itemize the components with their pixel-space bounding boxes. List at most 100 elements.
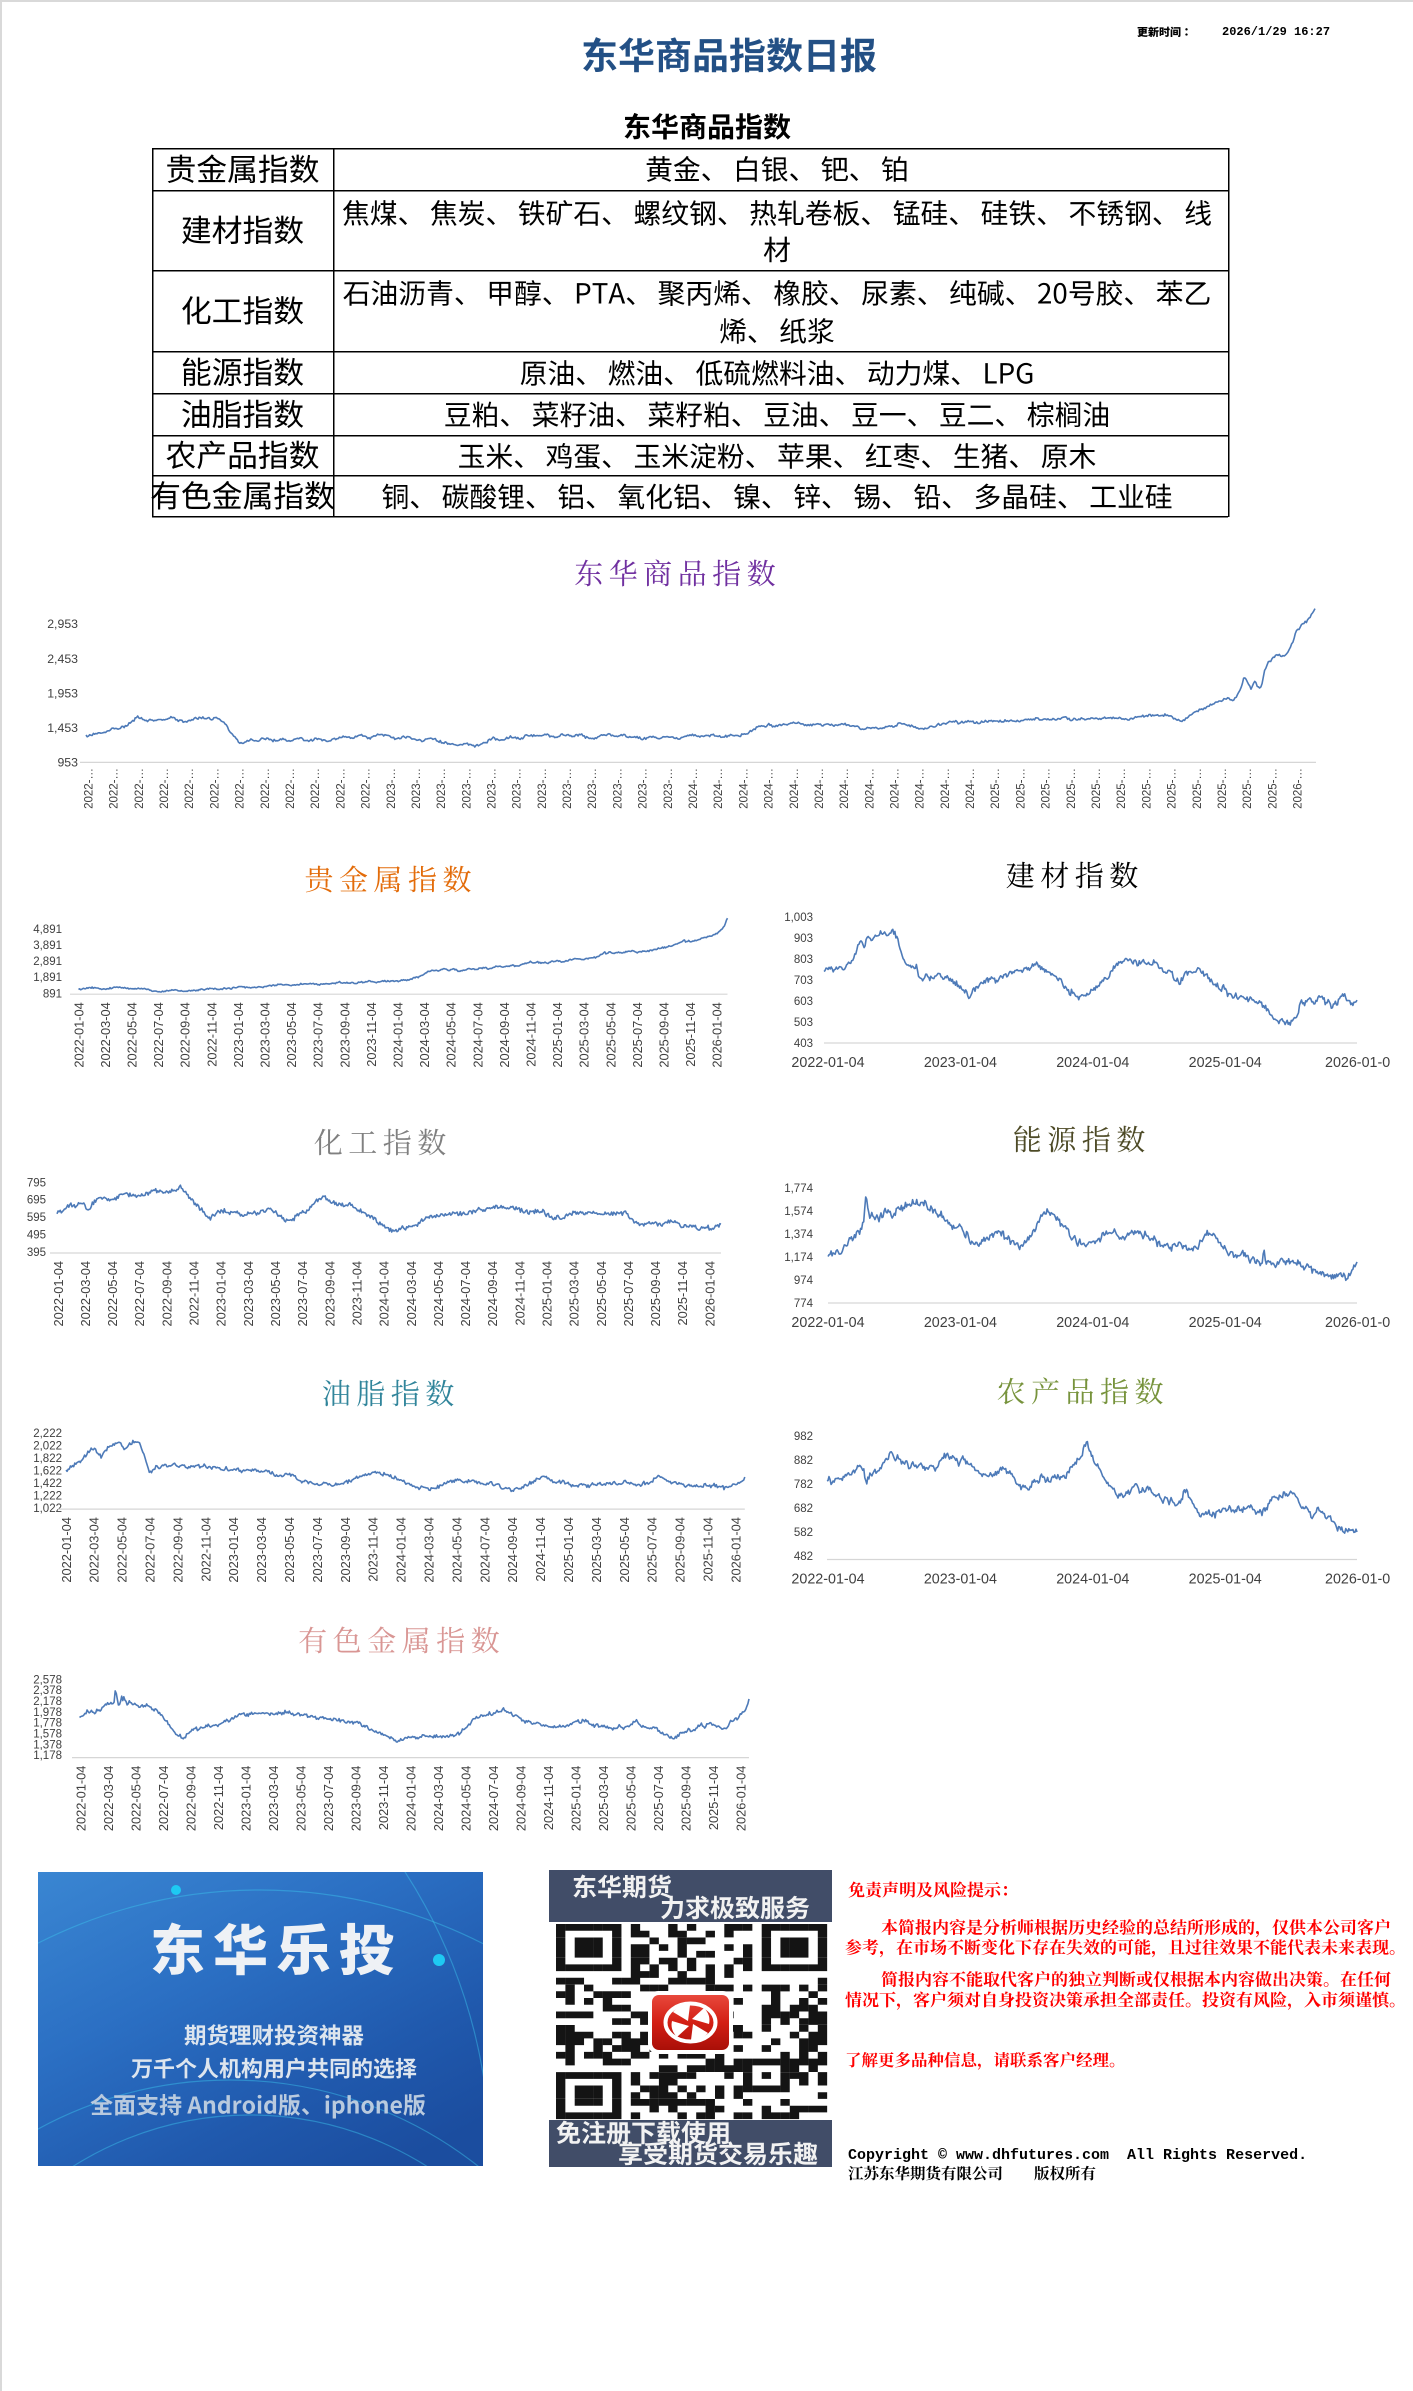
svg-text:982: 982 xyxy=(794,1431,813,1443)
svg-text:2,022: 2,022 xyxy=(33,1441,62,1453)
svg-text:2022-09-04: 2022-09-04 xyxy=(170,1517,185,1582)
svg-text:2022-03-04: 2022-03-04 xyxy=(101,1766,116,1831)
svg-text:2024-01-04: 2024-01-04 xyxy=(1056,1572,1129,1588)
svg-text:2022-01-04: 2022-01-04 xyxy=(791,1315,864,1331)
svg-text:2025-07-04: 2025-07-04 xyxy=(651,1766,666,1831)
svg-text:2025-07-04: 2025-07-04 xyxy=(630,1002,645,1067)
svg-text:503: 503 xyxy=(794,1017,813,1029)
svg-text:2025-11-04: 2025-11-04 xyxy=(706,1766,721,1831)
svg-text:1,778: 1,778 xyxy=(33,1718,62,1730)
svg-text:2025-05-04: 2025-05-04 xyxy=(623,1766,638,1831)
svg-text:2025-05-04: 2025-05-04 xyxy=(603,1002,618,1067)
svg-text:2024-11-04: 2024-11-04 xyxy=(512,1261,527,1326)
svg-text:2023-05-04: 2023-05-04 xyxy=(293,1766,308,1831)
svg-text:2025-09-04: 2025-09-04 xyxy=(648,1261,663,1326)
svg-text:2025-…: 2025-… xyxy=(1242,768,1254,809)
svg-text:2024-…: 2024-… xyxy=(915,768,927,809)
svg-text:1,178: 1,178 xyxy=(33,1750,62,1762)
svg-text:2024-03-04: 2024-03-04 xyxy=(431,1766,446,1831)
svg-text:2025-01-04: 2025-01-04 xyxy=(1189,1055,1262,1071)
svg-text:2022-…: 2022-… xyxy=(285,768,297,809)
svg-text:2025-…: 2025-… xyxy=(990,768,1002,809)
svg-text:2022-07-04: 2022-07-04 xyxy=(143,1517,158,1582)
svg-text:2022-…: 2022-… xyxy=(109,768,121,809)
svg-text:2025-05-04: 2025-05-04 xyxy=(594,1261,609,1326)
svg-text:2023-07-04: 2023-07-04 xyxy=(310,1517,325,1582)
svg-text:2022-05-04: 2022-05-04 xyxy=(115,1517,130,1582)
svg-text:774: 774 xyxy=(794,1298,814,1310)
svg-text:2022-01-04: 2022-01-04 xyxy=(59,1517,74,1582)
svg-text:1,174: 1,174 xyxy=(784,1252,813,1264)
svg-text:2025-01-04: 2025-01-04 xyxy=(540,1261,555,1326)
svg-text:803: 803 xyxy=(794,954,813,966)
svg-text:2,178: 2,178 xyxy=(33,1696,62,1708)
svg-text:903: 903 xyxy=(794,933,813,945)
svg-text:2024-09-04: 2024-09-04 xyxy=(497,1002,512,1067)
svg-text:2022-01-04: 2022-01-04 xyxy=(73,1766,88,1831)
svg-text:2022-…: 2022-… xyxy=(235,768,247,809)
svg-text:2022-03-04: 2022-03-04 xyxy=(78,1261,93,1326)
svg-text:2025-01-04: 2025-01-04 xyxy=(1189,1572,1262,1588)
svg-text:2023-03-04: 2023-03-04 xyxy=(266,1766,281,1831)
svg-text:2022-…: 2022-… xyxy=(260,768,272,809)
svg-text:2026/1/29 16:27: 2026/1/29 16:27 xyxy=(1222,25,1330,39)
svg-text:2025-05-04: 2025-05-04 xyxy=(617,1517,632,1582)
svg-text:2023-09-04: 2023-09-04 xyxy=(338,1517,353,1582)
svg-text:2024-01-04: 2024-01-04 xyxy=(1056,1315,1129,1331)
svg-text:882: 882 xyxy=(794,1455,813,1467)
svg-text:1,378: 1,378 xyxy=(33,1739,62,1751)
svg-text:2022-07-04: 2022-07-04 xyxy=(151,1002,166,1067)
svg-text:2025-11-04: 2025-11-04 xyxy=(701,1517,716,1582)
svg-text:2025-07-04: 2025-07-04 xyxy=(621,1261,636,1326)
svg-text:2026-01-04: 2026-01-04 xyxy=(702,1261,717,1326)
svg-text:2024-…: 2024-… xyxy=(688,768,700,809)
svg-text:2,891: 2,891 xyxy=(33,956,62,968)
svg-text:2025-…: 2025-… xyxy=(1192,768,1204,809)
svg-text:2023-…: 2023-… xyxy=(386,768,398,809)
svg-text:1,822: 1,822 xyxy=(33,1453,62,1465)
svg-text:2025-01-04: 2025-01-04 xyxy=(1189,1315,1262,1331)
svg-text:1,578: 1,578 xyxy=(33,1729,62,1741)
svg-text:2025-…: 2025-… xyxy=(1066,768,1078,809)
svg-text:2024-11-04: 2024-11-04 xyxy=(533,1517,548,1582)
svg-text:2023-…: 2023-… xyxy=(537,768,549,809)
svg-text:2023-01-04: 2023-01-04 xyxy=(231,1002,246,1067)
svg-text:2024-11-04: 2024-11-04 xyxy=(524,1002,539,1067)
svg-text:4,891: 4,891 xyxy=(33,924,62,936)
svg-text:2025-03-04: 2025-03-04 xyxy=(577,1002,592,1067)
svg-text:2023-05-04: 2023-05-04 xyxy=(268,1261,283,1326)
svg-text:2023-01-04: 2023-01-04 xyxy=(924,1055,997,1071)
svg-text:2024-01-04: 2024-01-04 xyxy=(394,1517,409,1582)
svg-text:703: 703 xyxy=(794,975,813,987)
svg-text:2022-05-04: 2022-05-04 xyxy=(125,1002,140,1067)
svg-text:2023-03-04: 2023-03-04 xyxy=(241,1261,256,1326)
svg-text:2026-01-04: 2026-01-04 xyxy=(733,1766,748,1831)
svg-text:2022-07-04: 2022-07-04 xyxy=(156,1766,171,1831)
svg-text:2026-01-0: 2026-01-0 xyxy=(1325,1315,1390,1331)
svg-text:2025-…: 2025-… xyxy=(1217,768,1229,809)
svg-text:2025-09-04: 2025-09-04 xyxy=(673,1517,688,1582)
svg-text:2023-03-04: 2023-03-04 xyxy=(258,1002,273,1067)
svg-text:2022-03-04: 2022-03-04 xyxy=(98,1002,113,1067)
svg-text:2022-…: 2022-… xyxy=(159,768,171,809)
svg-text:2024-05-04: 2024-05-04 xyxy=(431,1261,446,1326)
svg-text:782: 782 xyxy=(794,1479,813,1491)
svg-text:2022-03-04: 2022-03-04 xyxy=(87,1517,102,1582)
svg-text:2022-…: 2022-… xyxy=(361,768,373,809)
svg-text:2025-…: 2025-… xyxy=(1116,768,1128,809)
svg-text:2023-…: 2023-… xyxy=(512,768,524,809)
svg-text:2022-09-04: 2022-09-04 xyxy=(183,1766,198,1831)
svg-text:2024-…: 2024-… xyxy=(738,768,750,809)
svg-text:2025-09-04: 2025-09-04 xyxy=(657,1002,672,1067)
svg-text:953: 953 xyxy=(57,756,78,770)
svg-text:2023-…: 2023-… xyxy=(461,768,473,809)
svg-text:1,574: 1,574 xyxy=(784,1206,813,1218)
svg-text:2,578: 2,578 xyxy=(33,1674,62,1686)
svg-text:2025-…: 2025-… xyxy=(1091,768,1103,809)
svg-text:2026-01-0: 2026-01-0 xyxy=(1325,1055,1390,1071)
svg-text:2024-03-04: 2024-03-04 xyxy=(417,1002,432,1067)
svg-text:974: 974 xyxy=(794,1275,814,1287)
svg-text:2024-01-04: 2024-01-04 xyxy=(1056,1055,1129,1071)
svg-text:2023-05-04: 2023-05-04 xyxy=(282,1517,297,1582)
svg-text:2023-09-04: 2023-09-04 xyxy=(337,1002,352,1067)
